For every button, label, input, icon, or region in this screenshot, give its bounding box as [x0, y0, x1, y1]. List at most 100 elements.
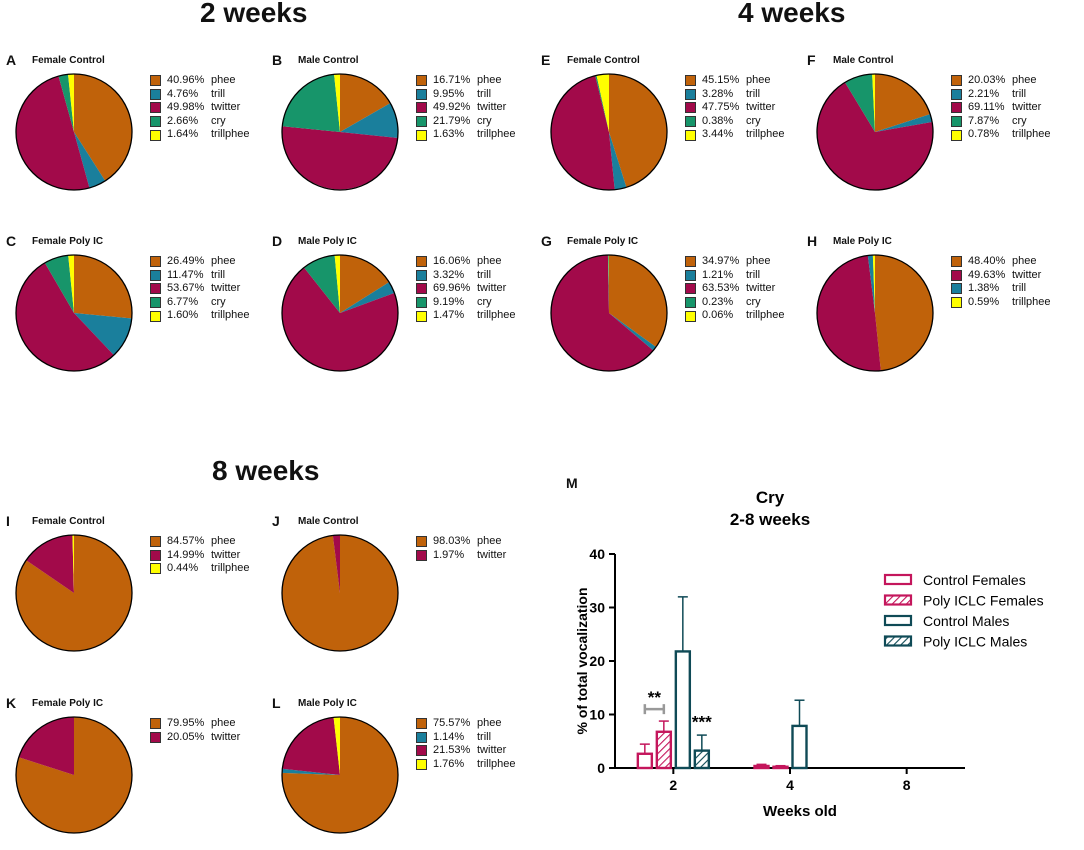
- legend-label: twitter: [211, 731, 240, 745]
- bar: [676, 651, 690, 768]
- legend-label: trillphee: [746, 309, 785, 323]
- legend-percent: 75.57%: [433, 717, 473, 731]
- legend-percent: 1.14%: [433, 731, 473, 745]
- legend-label: trillphee: [211, 562, 250, 576]
- legend-percent: 16.71%: [433, 74, 473, 88]
- legend-swatch: [416, 89, 427, 100]
- legend-item-trill: 1.21%trill: [685, 269, 785, 283]
- legend-label: phee: [477, 255, 501, 269]
- legend-percent: 7.87%: [968, 115, 1008, 129]
- legend-label: phee: [746, 255, 770, 269]
- legend-swatch: [150, 89, 161, 100]
- significance-label: ***: [692, 712, 712, 731]
- panel-letter: H: [807, 233, 817, 249]
- legend-percent: 0.78%: [968, 128, 1008, 142]
- panel-letter: C: [6, 233, 16, 249]
- legend-item-trill: 11.47%trill: [150, 269, 250, 283]
- legend-item-trillphee: 1.47%trillphee: [416, 309, 516, 323]
- panel-letter: B: [272, 52, 282, 68]
- pie-chart: [549, 253, 669, 373]
- bar: [657, 732, 671, 768]
- legend-swatch: [150, 116, 161, 127]
- legend-label: Control Females: [923, 572, 1026, 588]
- legend-swatch: [416, 116, 427, 127]
- pie-chart: [14, 533, 134, 653]
- legend-item-phee: 26.49%phee: [150, 255, 250, 269]
- legend-swatch: [951, 116, 962, 127]
- legend-percent: 49.63%: [968, 269, 1008, 283]
- legend-item-cry: 6.77%cry: [150, 296, 250, 310]
- legend-percent: 1.97%: [433, 549, 473, 563]
- legend-item-cry: 7.87%cry: [951, 115, 1051, 129]
- legend-percent: 0.23%: [702, 296, 742, 310]
- legend-swatch: [685, 270, 696, 281]
- legend-label: trill: [1012, 88, 1026, 102]
- legend-item-twitter: 53.67%twitter: [150, 282, 250, 296]
- legend-item-trill: 3.28%trill: [685, 88, 785, 102]
- legend-percent: 26.49%: [167, 255, 207, 269]
- legend-percent: 0.44%: [167, 562, 207, 576]
- legend-percent: 40.96%: [167, 74, 207, 88]
- legend-swatch: [416, 745, 427, 756]
- legend-swatch: [685, 311, 696, 322]
- bar: [695, 751, 709, 768]
- legend-item-phee: 45.15%phee: [685, 74, 785, 88]
- x-tick-label: 4: [786, 777, 794, 793]
- legend-percent: 1.64%: [167, 128, 207, 142]
- legend-swatch: [150, 563, 161, 574]
- legend-label: phee: [211, 535, 235, 549]
- legend-percent: 3.28%: [702, 88, 742, 102]
- pie-slice-cry: [282, 74, 340, 132]
- legend-item-trillphee: 3.44%trillphee: [685, 128, 785, 142]
- legend-label: phee: [211, 717, 235, 731]
- pie-slice-phee: [74, 255, 132, 318]
- pie-chart: [815, 72, 935, 192]
- legend-swatch: [416, 130, 427, 141]
- legend-label: trillphee: [477, 128, 516, 142]
- legend-percent: 1.47%: [433, 309, 473, 323]
- legend-item-trill: 9.95%trill: [416, 88, 516, 102]
- legend-label: twitter: [746, 282, 775, 296]
- legend-swatch: [685, 75, 696, 86]
- legend-swatch: [150, 550, 161, 561]
- legend-percent: 14.99%: [167, 549, 207, 563]
- legend-label: cry: [211, 115, 226, 129]
- legend-label: Control Males: [923, 613, 1009, 629]
- legend-swatch: [885, 575, 911, 584]
- bar: [638, 754, 652, 768]
- legend-swatch: [150, 75, 161, 86]
- legend-item-cry: 9.19%cry: [416, 296, 516, 310]
- legend-item-twitter: 49.98%twitter: [150, 101, 250, 115]
- legend-swatch: [885, 616, 911, 625]
- panel-letter: J: [272, 513, 280, 529]
- legend-percent: 16.06%: [433, 255, 473, 269]
- legend-item-trill: 1.38%trill: [951, 282, 1051, 296]
- legend-swatch: [885, 637, 911, 646]
- legend-swatch: [951, 270, 962, 281]
- legend-item-twitter: 47.75%twitter: [685, 101, 785, 115]
- legend-label: trillphee: [477, 758, 516, 772]
- legend-percent: 3.32%: [433, 269, 473, 283]
- legend-item-phee: 16.06% phee: [416, 255, 516, 269]
- bar: [793, 726, 807, 768]
- legend-percent: 0.38%: [702, 115, 742, 129]
- legend-item-trill: 4.76%trill: [150, 88, 250, 102]
- legend-label: twitter: [1012, 101, 1041, 115]
- pie-title: Male Control: [298, 516, 359, 527]
- legend-label: trill: [746, 269, 760, 283]
- legend-swatch: [685, 89, 696, 100]
- legend-label: phee: [477, 717, 501, 731]
- legend-percent: 4.76%: [167, 88, 207, 102]
- legend-swatch: [416, 732, 427, 743]
- legend-swatch: [150, 297, 161, 308]
- y-tick-label: 40: [589, 546, 605, 562]
